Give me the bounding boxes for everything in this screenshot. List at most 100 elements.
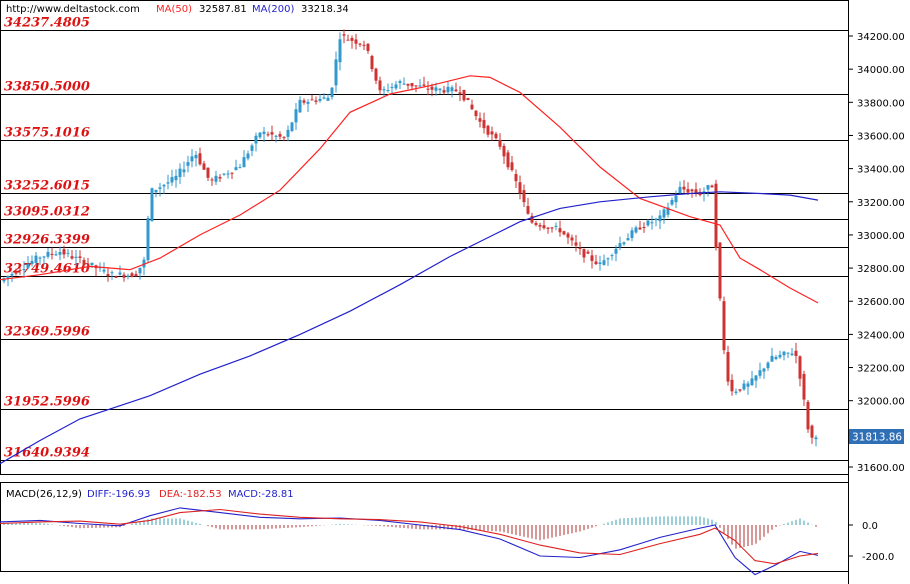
- candle-body: [446, 86, 450, 93]
- candle-body: [10, 273, 14, 276]
- candle-body: [234, 167, 238, 170]
- candle-body: [198, 153, 202, 165]
- candle-body: [14, 272, 18, 274]
- candle-body: [474, 110, 478, 117]
- candle-body: [542, 225, 546, 229]
- candle-body: [654, 218, 658, 221]
- candle-body: [242, 157, 246, 168]
- candle-body: [622, 242, 626, 245]
- candle-body: [26, 264, 30, 268]
- candle-body: [342, 34, 346, 36]
- y-tick-label: 33400.00: [857, 165, 905, 176]
- candle-body: [570, 237, 574, 241]
- candle-body: [270, 132, 274, 135]
- candle-body: [462, 89, 466, 101]
- candle-body: [202, 163, 206, 170]
- candle-body: [314, 100, 318, 102]
- candle-body: [414, 85, 418, 87]
- candle-body: [150, 188, 154, 222]
- candle-body: [630, 230, 634, 238]
- candle-body: [690, 189, 694, 192]
- candle-body: [426, 88, 430, 90]
- candle-body: [482, 119, 486, 129]
- candle-body: [754, 375, 758, 381]
- candle-body: [438, 88, 442, 91]
- candle-body: [214, 175, 218, 182]
- candle-body: [66, 252, 70, 254]
- candle-body: [334, 59, 338, 86]
- candle-body: [670, 199, 674, 205]
- candle-body: [410, 83, 414, 87]
- candle-body: [742, 383, 746, 390]
- candle-body: [170, 177, 174, 183]
- candle-body: [530, 215, 534, 223]
- level-label: 32749.4610: [4, 262, 90, 277]
- candle-body: [434, 87, 438, 91]
- candle-body: [102, 269, 106, 272]
- candle-body: [318, 98, 322, 101]
- candle-body: [374, 68, 378, 81]
- candle-body: [386, 90, 390, 92]
- candle-body: [326, 97, 330, 101]
- candle-body: [646, 220, 650, 226]
- candle-body: [110, 272, 114, 274]
- candle-body: [458, 92, 462, 94]
- candle-body: [650, 222, 654, 224]
- candle-body: [218, 176, 222, 179]
- macd-value-label: MACD:-28.81: [228, 489, 294, 500]
- ma200-line: [0, 191, 819, 465]
- candle-body: [638, 227, 642, 230]
- candle-body: [302, 100, 306, 103]
- candle-body: [610, 255, 614, 257]
- candle-body: [642, 227, 646, 229]
- candle-body: [470, 104, 474, 110]
- y-tick-label: 33800.00: [857, 98, 905, 109]
- candle-body: [586, 251, 590, 254]
- candle-body: [734, 391, 738, 393]
- macd-diff-label: DIFF:-196.93: [87, 489, 150, 500]
- candle-body: [418, 85, 422, 87]
- candle-body: [774, 356, 778, 360]
- candle-body: [486, 125, 490, 135]
- candle-body: [466, 98, 470, 100]
- candle-body: [798, 356, 802, 379]
- candle-body: [282, 137, 286, 139]
- candle-body: [266, 134, 270, 136]
- candle-body: [226, 173, 230, 175]
- candle-body: [534, 222, 538, 225]
- candle-body: [498, 139, 502, 147]
- candle-body: [718, 242, 722, 299]
- candle-body: [138, 267, 142, 274]
- candle-body: [546, 227, 550, 229]
- candle-body: [286, 129, 290, 137]
- candle-body: [522, 190, 526, 203]
- candle-body: [190, 156, 194, 162]
- level-label: 33575.1016: [4, 126, 90, 141]
- last-price-text: 31813.86: [852, 432, 902, 444]
- source-url: http://www.deltastock.com: [6, 4, 140, 15]
- candle-body: [806, 401, 810, 430]
- candle-body: [294, 109, 298, 123]
- y-tick-label: 34200.00: [857, 32, 905, 43]
- candle-body: [182, 169, 186, 173]
- candle-body: [758, 370, 762, 376]
- candle-body: [158, 187, 162, 189]
- candle-body: [538, 225, 542, 227]
- candle-body: [706, 185, 710, 190]
- candle-body: [50, 253, 54, 255]
- candle-body: [506, 152, 510, 168]
- candle-body: [738, 389, 742, 391]
- candle-body: [278, 134, 282, 137]
- candle-body: [42, 256, 46, 258]
- candle-body: [210, 179, 214, 181]
- candle-body: [62, 249, 66, 255]
- level-label: 33850.5000: [4, 80, 90, 95]
- candle-body: [730, 379, 734, 392]
- candle-body: [786, 352, 790, 354]
- candle-body: [18, 269, 22, 271]
- candle-body: [382, 89, 386, 91]
- candle-body: [262, 131, 266, 134]
- candle-body: [222, 173, 226, 175]
- level-label: 32926.3399: [4, 233, 90, 248]
